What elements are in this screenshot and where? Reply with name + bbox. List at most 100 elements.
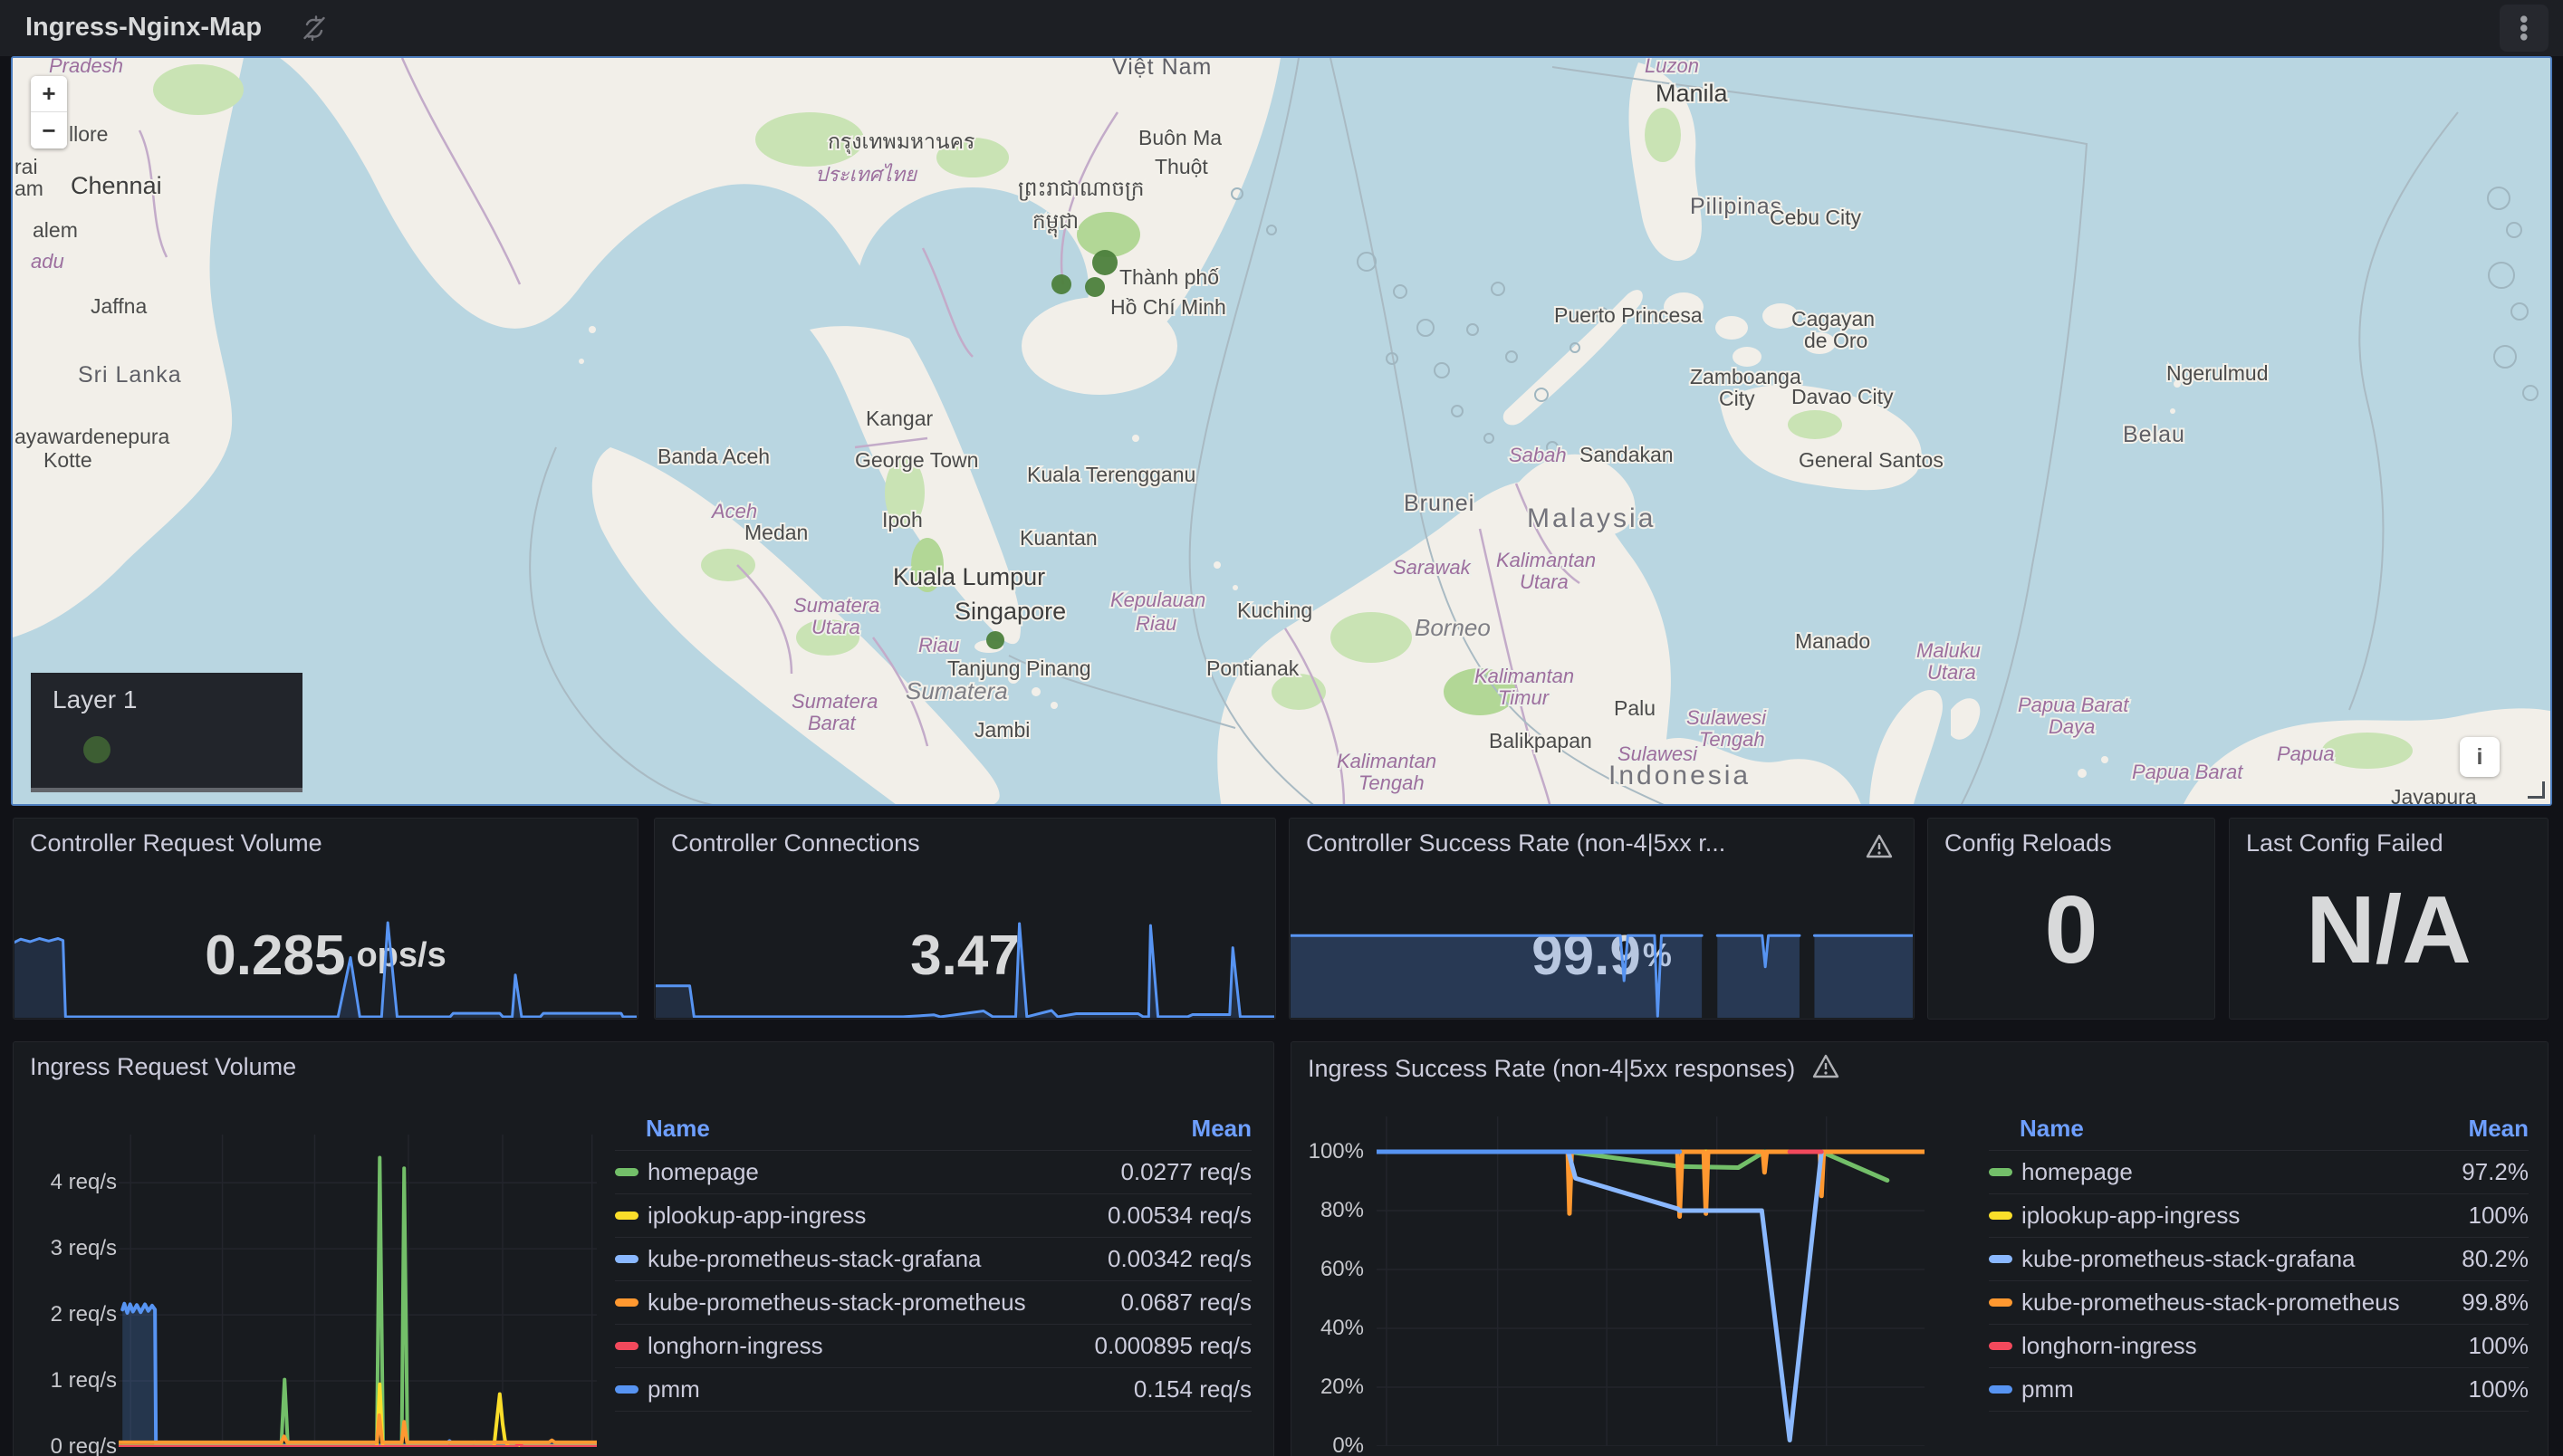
y-axis: 4 req/s 3 req/s 2 req/s 1 req/s 0 req/s xyxy=(30,1135,117,1456)
map-label: Kalimantan xyxy=(1474,665,1574,687)
stat-value: N/A xyxy=(2306,876,2472,983)
map-data-markers[interactable] xyxy=(986,250,1118,649)
map-label: Pilipinas xyxy=(1690,194,1782,219)
map-label: Singapore xyxy=(955,598,1066,625)
legend-series-mean: 97.2% xyxy=(2462,1158,2529,1185)
legend-row[interactable]: longhorn-ingress 100% xyxy=(1989,1325,2529,1368)
map-zoom-in-button[interactable]: + xyxy=(31,76,67,112)
legend-series-mean: 0.0687 req/s xyxy=(1120,1288,1252,1316)
legend-header-mean[interactable]: Mean xyxy=(2468,1115,2529,1142)
map-label: Papua Barat xyxy=(2018,694,2129,716)
legend-series-name: pmm xyxy=(2021,1375,2074,1403)
map-label: Kotte xyxy=(43,448,92,472)
map-label: adu xyxy=(31,250,64,273)
legend-header-name[interactable]: Name xyxy=(646,1115,710,1142)
map-data-point[interactable] xyxy=(1092,250,1118,275)
timeseries-panel-ingress-success-rate[interactable]: Ingress Success Rate (non-4|5xx response… xyxy=(1291,1041,2549,1456)
geomap-panel[interactable]: Pradesh llore Chennai alem adu rai am Jaffna Sri… xyxy=(11,56,2552,806)
legend-series-name: longhorn-ingress xyxy=(2021,1332,2197,1359)
map-label: Papua xyxy=(2277,742,2335,765)
stat-panel-config-reloads[interactable]: Config Reloads 0 xyxy=(1927,818,2215,1020)
stat-panel-controller-request-volume[interactable]: Controller Request Volume 0.285 ops/s xyxy=(13,818,638,1020)
stat-panel-last-config-failed[interactable]: Last Config Failed N/A xyxy=(2229,818,2549,1020)
series-pmm xyxy=(120,1301,599,1448)
map-label: Jambi xyxy=(974,718,1030,742)
map-label: Aceh xyxy=(710,500,757,522)
swap-disabled-icon[interactable] xyxy=(301,14,328,42)
map-layer-marker-swatch xyxy=(83,736,110,763)
map-label: Riau xyxy=(918,634,959,656)
legend-row[interactable]: longhorn-ingress 0.000895 req/s xyxy=(615,1325,1252,1368)
map-zoom-out-button[interactable]: − xyxy=(31,112,67,148)
map-label: Thuột xyxy=(1155,155,1208,178)
map-label: Hồ Chí Minh xyxy=(1110,295,1226,319)
map-label: Thành phố xyxy=(1119,265,1219,289)
map-label: Cebu City xyxy=(1770,206,1861,229)
y-tick-label: 80% xyxy=(1320,1198,1364,1222)
legend-row[interactable]: homepage 97.2% xyxy=(1989,1151,2529,1194)
map-data-point[interactable] xyxy=(986,631,1004,649)
chart-plot[interactable] xyxy=(1374,1116,1927,1447)
warning-icon[interactable] xyxy=(1811,1053,1840,1080)
map-admin-borders xyxy=(138,58,1580,804)
map-label: Tanjung Pinang xyxy=(947,656,1091,680)
series-homepage xyxy=(1374,1149,1890,1183)
legend-row[interactable]: iplookup-app-ingress 100% xyxy=(1989,1194,2529,1238)
legend-header-name[interactable]: Name xyxy=(2020,1115,2084,1142)
map-label: Sandakan xyxy=(1579,443,1674,466)
series-color-swatch xyxy=(615,1212,638,1220)
map-label: Buôn Ma xyxy=(1138,126,1222,149)
stat-title: Controller Request Volume xyxy=(30,829,322,857)
legend-series-mean: 100% xyxy=(2468,1375,2529,1403)
map-resize-handle[interactable] xyxy=(2528,781,2545,799)
map-layer-legend: Layer 1 xyxy=(31,673,302,792)
map-label: Timur xyxy=(1498,686,1550,709)
legend-row[interactable]: kube-prometheus-stack-grafana 80.2% xyxy=(1989,1238,2529,1281)
legend-series-mean: 0.000895 req/s xyxy=(1094,1332,1252,1359)
legend-row[interactable]: kube-prometheus-stack-grafana 0.00342 req… xyxy=(615,1238,1252,1281)
stat-panel-controller-connections[interactable]: Controller Connections 3.47 xyxy=(654,818,1276,1020)
series-color-swatch xyxy=(615,1298,638,1307)
map-atolls xyxy=(1231,187,2539,454)
map-label: ayawardenepura xyxy=(14,425,170,448)
series-homepage xyxy=(117,1155,599,1449)
legend-row[interactable]: pmm 0.154 req/s xyxy=(615,1368,1252,1412)
csr-spark-chart xyxy=(1289,934,1915,1018)
ingress-request-volume-chart xyxy=(117,1135,599,1449)
chart-plot[interactable] xyxy=(117,1135,599,1449)
series-color-swatch xyxy=(1989,1385,2012,1394)
legend-row[interactable]: homepage 0.0277 req/s xyxy=(615,1151,1252,1194)
legend-row[interactable]: kube-prometheus-stack-prometheus 0.0687 r… xyxy=(615,1281,1252,1325)
series-color-swatch xyxy=(1989,1298,2012,1307)
map-label: Kuantan xyxy=(1020,526,1098,550)
stat-panel-controller-success-rate[interactable]: Controller Success Rate (non-4|5xx r... … xyxy=(1289,818,1915,1020)
map-label: กรุงเทพมหานคร xyxy=(828,129,974,154)
legend-row[interactable]: iplookup-app-ingress 0.00534 req/s xyxy=(615,1194,1252,1238)
timeseries-panel-ingress-request-volume[interactable]: Ingress Request Volume 4 req/s 3 req/s 2 r… xyxy=(13,1041,1274,1456)
legend-series-name: iplookup-app-ingress xyxy=(2021,1202,2241,1229)
map-label: Sumatera xyxy=(906,677,1008,704)
warning-icon[interactable] xyxy=(1865,833,1894,860)
panel-menu-button[interactable]: ••• xyxy=(2500,5,2549,52)
map-data-point[interactable] xyxy=(1051,274,1071,294)
map-label: Maluku xyxy=(1916,639,1981,662)
map-label: Jaffna xyxy=(91,294,147,318)
map-label: de Oro xyxy=(1804,329,1867,352)
map-label: llore xyxy=(69,122,108,146)
map-attribution-button[interactable]: i xyxy=(2460,737,2500,777)
map-label: Kangar xyxy=(866,407,934,430)
map-label: Kalimantan xyxy=(1496,549,1596,571)
map-label: ព្រះរាជាណាចក្រ xyxy=(1018,177,1144,201)
legend-header-mean[interactable]: Mean xyxy=(1191,1115,1252,1142)
map-label: alem xyxy=(33,218,78,242)
map-label: Papua Barat xyxy=(2132,761,2243,783)
legend-row[interactable]: kube-prometheus-stack-prometheus 99.8% xyxy=(1989,1281,2529,1325)
legend-header: Name Mean xyxy=(1989,1107,2529,1151)
map-label: Malaysia xyxy=(1527,503,1656,533)
legend-row[interactable]: pmm 100% xyxy=(1989,1368,2529,1412)
map-label: ประเทศไทย xyxy=(815,163,918,186)
legend-series-mean: 0.00342 req/s xyxy=(1107,1245,1252,1272)
map-data-point[interactable] xyxy=(1085,277,1105,297)
map-label: Daya xyxy=(2049,715,2095,738)
